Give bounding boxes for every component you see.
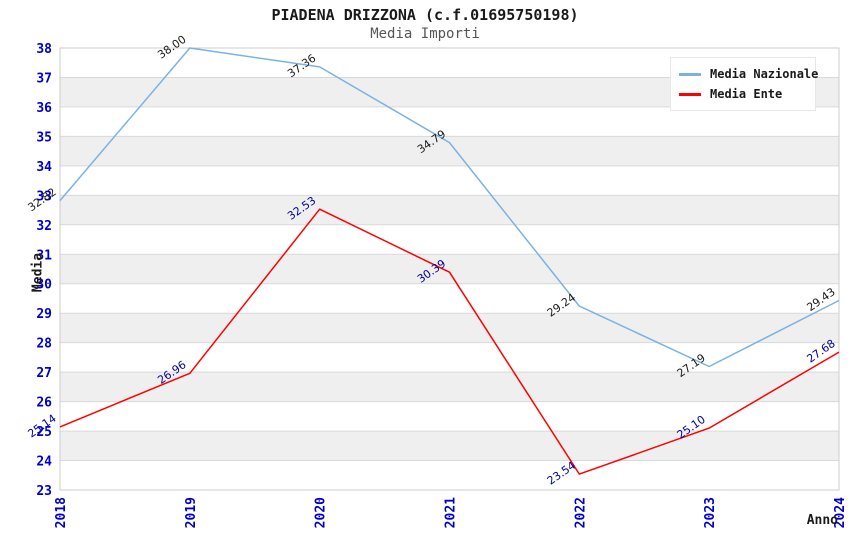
- y-tick-label: 36: [36, 101, 52, 116]
- plot-border: [59, 47, 840, 491]
- y-tick-label: 25: [36, 425, 52, 440]
- plot-band: [60, 401, 839, 432]
- plot-band: [60, 254, 839, 284]
- plot-band: [60, 431, 839, 461]
- y-tick-label: 29: [36, 307, 52, 322]
- x-tick-label: 2023: [703, 497, 718, 528]
- legend-swatch-blue-line: [679, 72, 701, 76]
- y-tick-label: 28: [36, 337, 52, 352]
- y-tick-label: 31: [36, 248, 52, 263]
- y-tick-label: 33: [36, 189, 52, 204]
- y-tick-label: 30: [36, 278, 52, 293]
- x-tick-label: 2021: [444, 497, 459, 528]
- chart-subtitle: Media Importi: [370, 26, 480, 42]
- y-tick-label: 27: [36, 366, 52, 381]
- plot-band: [60, 165, 839, 196]
- x-tick-label: 2019: [184, 497, 199, 528]
- plot-band: [60, 372, 839, 402]
- y-tick-label: 34: [36, 160, 52, 175]
- plot-band: [60, 460, 839, 490]
- plot-band: [60, 224, 839, 255]
- x-tick-label: 2018: [54, 497, 69, 528]
- legend: Media Nazionale Media Ente: [670, 57, 818, 111]
- x-tick-label: 2020: [314, 497, 329, 528]
- x-axis-title: Anno: [806, 513, 838, 528]
- series-line: [59, 208, 840, 475]
- plot-band: [60, 136, 839, 166]
- x-tick-label: 2022: [573, 497, 588, 528]
- plot-band: [60, 106, 839, 137]
- y-tick-label: 26: [36, 396, 52, 411]
- y-tick-label: 35: [36, 130, 52, 145]
- y-tick-label: 24: [36, 455, 52, 470]
- y-tick-label: 32: [36, 219, 52, 234]
- y-tick-label: 37: [36, 71, 52, 86]
- y-axis-title: Media: [30, 252, 46, 293]
- y-tick-label: 23: [36, 484, 52, 499]
- plot-band: [60, 283, 839, 314]
- plot-band: [60, 313, 839, 343]
- x-tick-label: 2024: [833, 497, 848, 528]
- series-line: [59, 47, 840, 368]
- legend-item-media-nazionale: Media Nazionale: [679, 64, 818, 84]
- legend-swatch-red-line: [679, 92, 701, 96]
- legend-label-media-ente: Media Ente: [710, 87, 783, 101]
- plot-band: [60, 195, 839, 225]
- legend-label-media-nazionale: Media Nazionale: [710, 67, 819, 81]
- legend-item-media-ente: Media Ente: [679, 84, 807, 104]
- chart-title: PIADENA DRIZZONA (c.f.01695750198): [271, 6, 579, 24]
- y-tick-label: 38: [36, 42, 52, 57]
